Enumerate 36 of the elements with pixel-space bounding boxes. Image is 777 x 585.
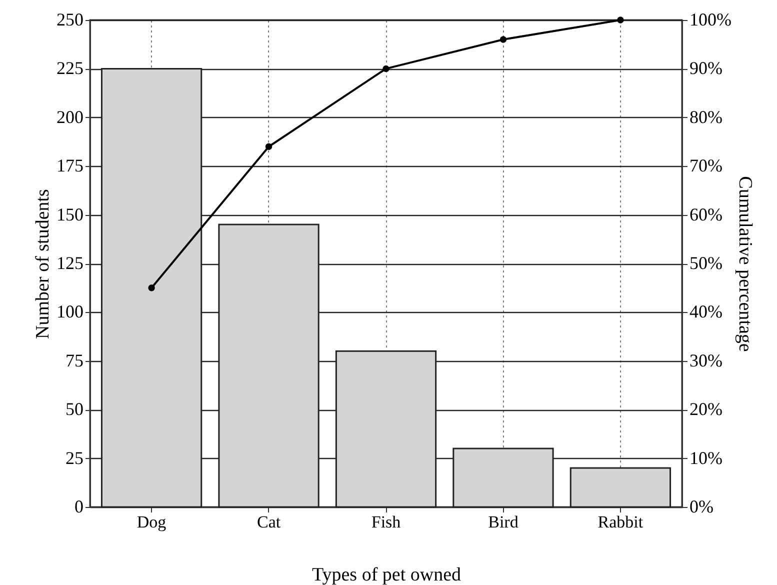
y-tick-label: 0: [74, 496, 84, 516]
point: [382, 65, 390, 72]
x-tick-label: Bird: [488, 512, 519, 532]
y-tick-label: 250: [56, 10, 84, 30]
y2-tick-label: 40%: [690, 302, 722, 322]
x-tick-label: Rabbit: [598, 512, 644, 532]
point: [148, 284, 155, 292]
y-tick-label: 75: [66, 350, 84, 370]
point: [500, 36, 507, 43]
y2-axis-title: Cumulative percentage: [734, 176, 756, 352]
y2-tick-label: 100%: [690, 10, 732, 30]
point: [617, 16, 624, 24]
y2-tick-label: 70%: [690, 156, 722, 176]
y2-tick-label: 20%: [690, 399, 722, 420]
y2-tick-label: 90%: [690, 58, 722, 78]
y-tick-label: 25: [66, 448, 84, 468]
bar: [570, 467, 672, 508]
y2-tick-label: 80%: [690, 106, 722, 127]
y-tick-label: 50: [66, 399, 84, 420]
x-tick-label: Fish: [371, 512, 402, 532]
y2-tick-label: 30%: [690, 350, 722, 370]
y-tick-label: 200: [56, 106, 84, 127]
y2-tick-label: 10%: [690, 448, 722, 468]
x-tick-label: Dog: [136, 512, 167, 532]
y-tick-label: 175: [56, 156, 84, 176]
y2-tick-label: 0%: [690, 496, 714, 516]
y-tick-label: 225: [56, 58, 84, 78]
y-tick-label: 100: [56, 302, 84, 322]
y-tick-label: 150: [56, 204, 84, 224]
x-tick-label: Cat: [256, 512, 281, 532]
point: [265, 143, 272, 150]
y-axis-title: Number of students: [32, 189, 54, 339]
y-tick-label: 125: [56, 253, 84, 273]
x-axis-title: Types of pet owned: [312, 564, 462, 585]
y2-tick-label: 50%: [690, 253, 722, 273]
y2-tick-label: 60%: [690, 204, 722, 224]
